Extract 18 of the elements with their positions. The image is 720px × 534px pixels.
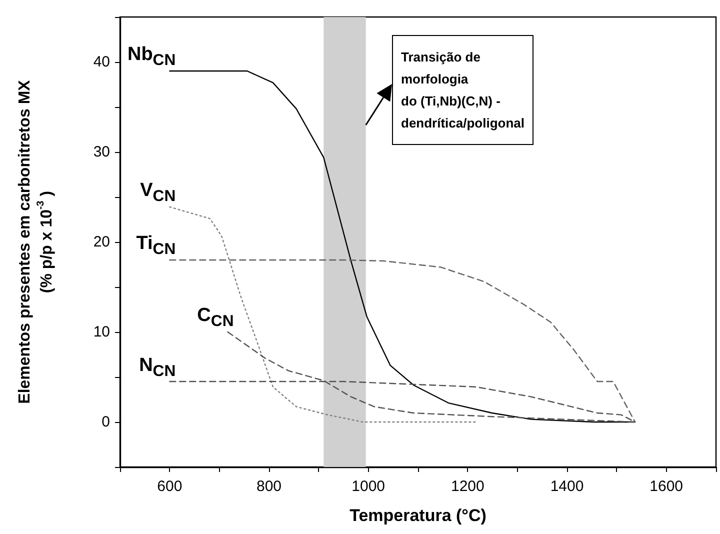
annotation: Transição de morfologia do (Ti,Nb)(C,N) - dendrítica/poligonal	[401, 50, 525, 130]
series-label: V$_{CN}$	[140, 180, 176, 205]
series-label: Ti$_{CN}$	[136, 233, 176, 258]
x-tick-label: 1000	[352, 478, 386, 495]
x-tick-label: 1600	[650, 478, 684, 495]
x-axis-title: Temperatura (°C)	[350, 506, 486, 525]
y-tick-label: 10	[93, 324, 110, 340]
x-tick-label: 1400	[550, 478, 584, 495]
series-label: C$_{CN}$	[197, 305, 234, 330]
x-tick-label: 1200	[450, 478, 484, 495]
y-tick-label: 0	[102, 414, 110, 430]
y-tick-label: 30	[93, 144, 110, 160]
x-tick-label: 600	[157, 478, 182, 495]
y-tick-label: 20	[93, 234, 110, 250]
series-label: N$_{CN}$	[139, 354, 176, 380]
x-tick-label: 800	[256, 478, 282, 495]
series-label: Nb$_{CN}$	[127, 44, 176, 69]
y-tick-label: 40	[93, 54, 110, 70]
